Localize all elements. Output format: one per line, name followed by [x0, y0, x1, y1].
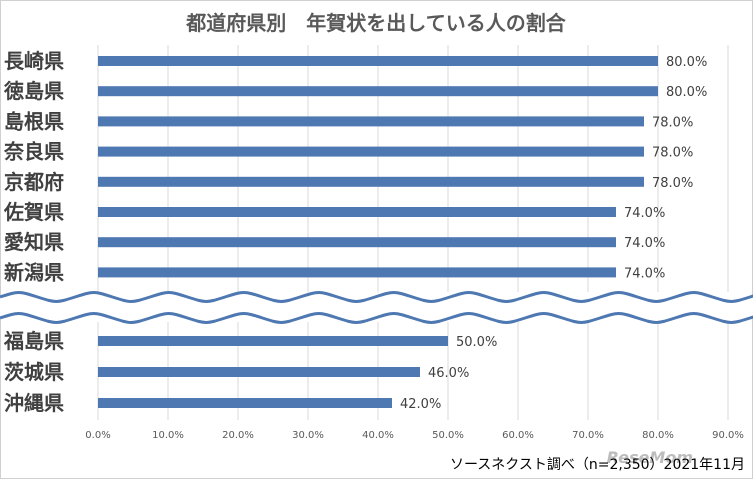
bar-愛知県	[98, 237, 616, 248]
bars	[98, 56, 658, 408]
category-label-佐賀県: 佐賀県	[3, 200, 64, 224]
source-note: ソースネクスト調べ（n=2,350）2021年11月	[450, 457, 745, 473]
bar-徳島県	[98, 86, 658, 97]
axis-break-wave-top	[0, 291, 753, 303]
value-label-島根県: 78.0%	[652, 115, 693, 130]
value-label-福島県: 50.0%	[456, 335, 497, 350]
axis-break-wave-bottom	[0, 312, 753, 324]
x-tick-label-5: 50.0%	[432, 430, 464, 441]
watermark: ReseMom	[607, 448, 693, 467]
axis-break-band	[0, 297, 753, 318]
x-tick-label-6: 60.0%	[502, 430, 534, 441]
category-label-茨城県: 茨城県	[4, 360, 64, 384]
category-label-沖縄県: 沖縄県	[4, 391, 64, 415]
axis-break	[0, 291, 753, 324]
value-label-奈良県: 78.0%	[652, 146, 693, 161]
x-tick-label-3: 30.0%	[292, 430, 324, 441]
bar-長崎県	[98, 56, 658, 66]
x-tick-label-7: 70.0%	[572, 430, 604, 441]
x-tick-label-9: 90.0%	[712, 430, 744, 441]
bar-奈良県	[98, 146, 644, 157]
bar-佐賀県	[98, 207, 616, 217]
bar-新潟県	[98, 267, 616, 278]
value-label-京都府: 78.0%	[652, 176, 693, 191]
category-label-京都府: 京都府	[4, 170, 64, 194]
value-label-長崎県: 80.0%	[666, 55, 707, 70]
bar-福島県	[98, 336, 448, 346]
bar-沖縄県	[98, 398, 392, 408]
x-tick-label-1: 10.0%	[152, 430, 184, 441]
chart-title: 都道府県別 年賀状を出している人の割合	[185, 11, 566, 35]
bar-島根県	[98, 116, 644, 127]
x-tick-label-4: 40.0%	[362, 430, 394, 441]
bar-茨城県	[98, 367, 420, 377]
x-tick-label-8: 80.0%	[642, 430, 674, 441]
x-tick-label-2: 20.0%	[222, 430, 254, 441]
value-label-愛知県: 74.0%	[624, 236, 665, 251]
category-label-長崎県: 長崎県	[4, 49, 64, 73]
category-label-福島県: 福島県	[3, 329, 64, 353]
bar-京都府	[98, 176, 644, 187]
category-label-島根県: 島根県	[4, 109, 64, 133]
value-label-茨城県: 46.0%	[428, 366, 469, 381]
value-label-沖縄県: 42.0%	[400, 397, 441, 412]
value-label-徳島県: 80.0%	[666, 85, 707, 100]
category-label-新潟県: 新潟県	[4, 260, 64, 284]
x-tick-label-0: 0.0%	[85, 430, 110, 441]
category-label-愛知県: 愛知県	[4, 230, 64, 254]
value-label-佐賀県: 74.0%	[624, 206, 665, 221]
value-label-新潟県: 74.0%	[624, 266, 665, 281]
category-label-奈良県: 奈良県	[3, 140, 64, 164]
labels: 長崎県 80.0% 徳島県 80.0% 島根県 78.0% 奈良県 78.0% 京都府 78.0%…	[3, 49, 707, 415]
x-axis-ticks: 0.0% 10.0% 20.0% 30.0% 40.0% 50.0% 60.0% 70.0% 8…	[85, 430, 744, 441]
gridlines	[97, 45, 729, 420]
category-label-徳島県: 徳島県	[3, 79, 64, 103]
